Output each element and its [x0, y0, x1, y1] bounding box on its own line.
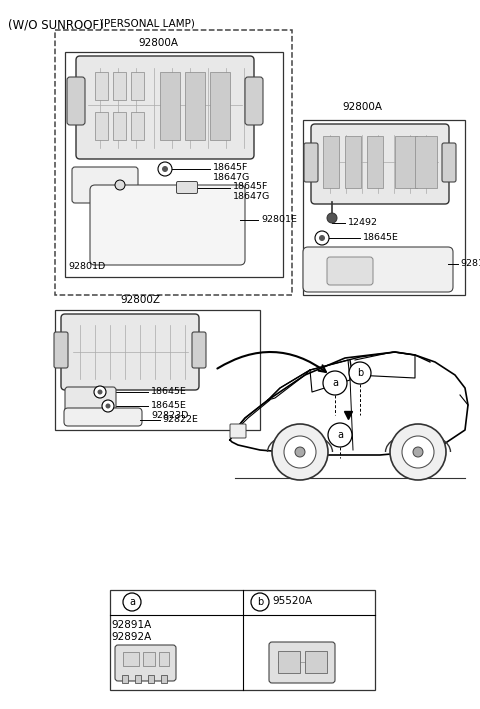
Bar [345, 136, 361, 188]
Bar [123, 652, 139, 666]
Circle shape [123, 593, 141, 611]
FancyBboxPatch shape [245, 77, 263, 125]
Text: 95520A: 95520A [272, 596, 312, 606]
FancyBboxPatch shape [115, 645, 176, 681]
Bar [122, 675, 128, 683]
FancyBboxPatch shape [90, 185, 245, 265]
Bar [95, 112, 108, 140]
Circle shape [349, 362, 371, 384]
FancyBboxPatch shape [304, 143, 318, 182]
Text: 92811: 92811 [460, 259, 480, 268]
FancyBboxPatch shape [311, 124, 449, 204]
Text: 92801E: 92801E [261, 215, 297, 224]
Circle shape [106, 403, 110, 408]
Bar [159, 652, 169, 666]
Bar [135, 675, 141, 683]
Circle shape [272, 424, 328, 480]
Text: 92891A: 92891A [112, 620, 152, 630]
Text: 92800A: 92800A [138, 38, 178, 48]
Text: b: b [357, 368, 363, 378]
FancyBboxPatch shape [327, 257, 373, 285]
Bar [161, 675, 167, 683]
Text: 18647G: 18647G [233, 192, 270, 201]
Bar [110, 590, 375, 690]
Bar [131, 112, 144, 140]
Text: 92823D: 92823D [151, 411, 188, 420]
Bar [113, 112, 126, 140]
Text: 12492: 12492 [348, 218, 378, 227]
Circle shape [162, 166, 168, 172]
Text: 18645F: 18645F [213, 163, 248, 172]
Bar [305, 651, 327, 673]
Bar [131, 72, 144, 100]
Circle shape [97, 389, 103, 394]
Text: (W/O SUNROOF): (W/O SUNROOF) [8, 18, 104, 31]
Bar [395, 136, 417, 188]
Circle shape [327, 213, 337, 223]
Text: 92801D: 92801D [68, 262, 105, 271]
Bar [415, 136, 437, 188]
Bar [323, 136, 339, 188]
Bar [113, 72, 126, 100]
FancyBboxPatch shape [269, 642, 335, 683]
Circle shape [323, 371, 347, 395]
Circle shape [402, 436, 434, 468]
Text: a: a [337, 430, 343, 440]
FancyBboxPatch shape [65, 387, 116, 413]
Circle shape [158, 162, 172, 176]
Bar [95, 72, 108, 100]
Bar [160, 72, 180, 140]
Bar [367, 136, 383, 188]
Text: a: a [332, 378, 338, 388]
FancyBboxPatch shape [54, 332, 68, 368]
Bar [185, 72, 205, 140]
Text: 18645E: 18645E [151, 401, 187, 410]
Text: 92800Z: 92800Z [120, 295, 160, 305]
Text: 18645E: 18645E [363, 233, 399, 242]
Bar [278, 651, 300, 673]
FancyBboxPatch shape [67, 77, 85, 125]
FancyBboxPatch shape [177, 182, 197, 194]
FancyBboxPatch shape [61, 314, 199, 390]
Circle shape [315, 231, 329, 245]
Bar [303, 120, 465, 295]
Text: 92822E: 92822E [162, 415, 198, 424]
Bar [55, 30, 292, 295]
Circle shape [102, 400, 114, 412]
Text: b: b [257, 597, 263, 607]
FancyBboxPatch shape [64, 408, 142, 426]
Circle shape [295, 447, 305, 457]
Circle shape [284, 436, 316, 468]
Text: 92800A: 92800A [342, 102, 382, 112]
Text: 18645E: 18645E [151, 387, 187, 396]
FancyBboxPatch shape [192, 332, 206, 368]
Circle shape [390, 424, 446, 480]
Circle shape [319, 235, 325, 241]
Text: 92892A: 92892A [112, 632, 152, 642]
Bar [65, 52, 283, 277]
FancyBboxPatch shape [442, 143, 456, 182]
Text: a: a [129, 597, 135, 607]
Text: (PERSONAL LAMP): (PERSONAL LAMP) [100, 18, 195, 28]
Circle shape [251, 593, 269, 611]
FancyBboxPatch shape [230, 424, 246, 438]
Circle shape [328, 423, 352, 447]
Circle shape [94, 386, 106, 398]
FancyBboxPatch shape [76, 56, 254, 159]
Circle shape [115, 180, 125, 190]
Bar [210, 72, 230, 140]
Bar [55, 310, 260, 430]
FancyBboxPatch shape [72, 167, 138, 203]
Text: 18647G: 18647G [213, 173, 250, 182]
Text: 18645F: 18645F [233, 182, 268, 191]
FancyBboxPatch shape [303, 247, 453, 292]
FancyArrowPatch shape [217, 352, 326, 372]
Circle shape [413, 447, 423, 457]
Bar [148, 675, 154, 683]
Bar [143, 652, 155, 666]
